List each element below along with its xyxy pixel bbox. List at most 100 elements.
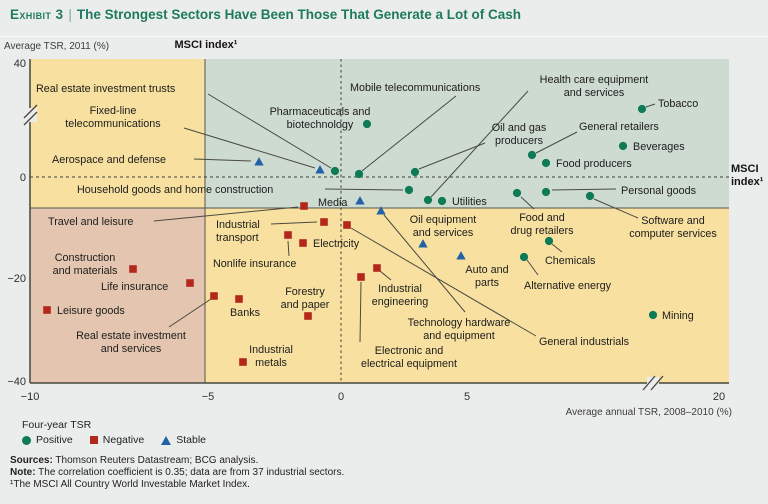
- marker-oil-and-gas-producers: [410, 167, 420, 177]
- legend: Four-year TSR Positive Negative Stable: [22, 419, 223, 446]
- leader-mobile-telecommunications: [361, 95, 457, 172]
- sector-label-alternative-energy: Alternative energy: [524, 280, 612, 292]
- marker-industrial-engineering: [373, 264, 381, 272]
- title-divider: [0, 36, 768, 37]
- sector-label-fixed-line-telecommunications: telecommunications: [65, 118, 161, 130]
- leader-general-retailers: [535, 131, 578, 154]
- y-axis-tick: 0: [20, 172, 26, 184]
- x-axis-tick: 20: [713, 391, 725, 403]
- sector-label-food-and-drug-retailers: drug retailers: [510, 225, 574, 237]
- leader-chemicals: [551, 243, 563, 253]
- sector-label-beverages: Beverages: [633, 141, 685, 153]
- sector-label-electronic-and-electrical-equipment: electrical equipment: [361, 358, 457, 370]
- sector-label-food-and-drug-retailers: Food and: [519, 212, 565, 224]
- sector-label-oil-and-gas-producers: producers: [495, 135, 544, 147]
- legend-item-stable: Stable: [161, 434, 206, 446]
- marker-nonlife-insurance: [284, 231, 292, 239]
- marker-leisure-goods: [43, 306, 51, 314]
- sector-label-electronic-and-electrical-equipment: Electronic and: [375, 345, 443, 357]
- sector-label-mobile-telecommunications: Mobile telecommunications: [350, 82, 481, 94]
- legend-label-positive: Positive: [36, 434, 73, 446]
- y-axis-tick: −20: [7, 273, 26, 285]
- sector-label-industrial-engineering: engineering: [372, 296, 428, 308]
- sector-label-pharmaceuticals-and-biotechnology: Pharmaceuticals and: [270, 106, 371, 118]
- sector-label-software-and-computer-services: Software and: [641, 215, 705, 227]
- leader-technology-hardware-and-equipment: [383, 214, 466, 313]
- marker-electricity: [299, 239, 307, 247]
- legend-items: Positive Negative Stable: [22, 434, 223, 446]
- sector-label-forestry-and-paper: Forestry: [285, 286, 325, 298]
- x-axis-tick: −5: [202, 391, 215, 403]
- marker-household-goods-and-home-construction: [404, 185, 414, 195]
- leader-food-and-drug-retailers: [520, 196, 535, 210]
- leader-tobacco: [645, 103, 656, 108]
- sector-label-oil-and-gas-producers: Oil and gas: [492, 122, 547, 134]
- sector-label-chemicals: Chemicals: [545, 255, 596, 267]
- marker-food-and-drug-retailers: [512, 188, 522, 198]
- sector-label-oil-equipment-and-services: and services: [413, 227, 474, 239]
- legend-label-stable: Stable: [176, 434, 206, 446]
- sector-label-construction-and-materials: Construction: [55, 252, 116, 264]
- y-axis-tick: 40: [14, 58, 26, 70]
- sector-label-electricity: Electricity: [313, 238, 360, 250]
- sector-label-industrial-transport: Industrial: [216, 219, 260, 231]
- sector-label-auto-and-parts: parts: [475, 277, 500, 289]
- sector-label-industrial-metals: Industrial: [249, 344, 293, 356]
- y-axis-break-icon: [23, 111, 38, 126]
- footnotes: Sources: Thomson Reuters Datastream; BCG…: [10, 455, 344, 492]
- marker-general-retailers: [527, 150, 537, 160]
- marker-pharmaceuticals-and-biotechnology: [362, 119, 372, 129]
- msci-index-right-label: MSCI index¹: [731, 163, 763, 188]
- marker-alternative-energy: [519, 252, 529, 262]
- sector-label-industrial-engineering: Industrial: [378, 283, 422, 295]
- region-bottom-left: [30, 208, 205, 383]
- leader-nonlife-insurance: [287, 240, 290, 257]
- marker-oil-equipment-and-services: [418, 239, 428, 248]
- leader-alternative-energy: [526, 259, 539, 276]
- leader-general-industrials: [350, 227, 537, 337]
- sector-label-nonlife-insurance: Nonlife insurance: [213, 258, 296, 270]
- sources-line: Sources: Thomson Reuters Datastream; BCG…: [10, 455, 344, 467]
- leader-real-estate-investment-and-services: [168, 298, 212, 328]
- marker-utilities: [437, 196, 447, 206]
- note-label: Note:: [10, 467, 36, 479]
- sector-label-health-care-equipment-and-services: Health care equipment: [540, 74, 649, 86]
- sector-label-forestry-and-paper: and paper: [281, 299, 330, 311]
- y-axis-tick: −40: [7, 376, 26, 388]
- marker-food-producers: [541, 158, 551, 168]
- marker-real-estate-investment-and-services: [210, 292, 218, 300]
- marker-life-insurance: [186, 279, 194, 287]
- x-axis-label: Average annual TSR, 2008–2010 (%): [565, 407, 732, 418]
- region-top-right: [205, 59, 729, 208]
- exhibit-title-row: Exhibit 3 | The Strongest Sectors Have Bee…: [10, 7, 760, 22]
- leader-household-goods-and-home-construction: [324, 188, 404, 191]
- sector-label-life-insurance: Life insurance: [101, 281, 168, 293]
- leader-health-care-equipment-and-services: [430, 90, 529, 198]
- sector-label-general-retailers: General retailers: [579, 121, 659, 133]
- marker-real-estate-investment-trusts: [330, 166, 340, 176]
- marker-industrial-metals: [239, 358, 247, 366]
- sector-label-technology-hardware-and-equipment: and equipment: [423, 330, 494, 342]
- x-axis-break-icon: [650, 375, 664, 391]
- leader-personal-goods: [551, 188, 617, 191]
- leader-real-estate-investment-trusts: [207, 93, 332, 169]
- marker-health-care-equipment-and-services: [423, 195, 433, 205]
- y-axis-label: Average TSR, 2011 (%): [4, 41, 110, 52]
- sector-label-software-and-computer-services: computer services: [629, 228, 717, 240]
- square-icon: [89, 436, 98, 444]
- sector-label-industrial-metals: metals: [255, 357, 287, 369]
- exhibit-number: Exhibit 3: [10, 7, 64, 22]
- leader-fixed-line-telecommunications: [183, 127, 316, 169]
- marker-travel-and-leisure: [300, 202, 308, 210]
- marker-mobile-telecommunications: [354, 169, 364, 179]
- x-axis-tick: −10: [21, 391, 40, 403]
- circle-icon: [22, 435, 31, 445]
- sector-label-auto-and-parts: Auto and: [465, 264, 508, 276]
- sector-label-fixed-line-telecommunications: Fixed-line: [90, 105, 137, 117]
- sector-label-personal-goods: Personal goods: [621, 185, 697, 197]
- sector-label-leisure-goods: Leisure goods: [57, 305, 125, 317]
- sector-label-real-estate-investment-and-services: and services: [101, 343, 162, 355]
- marker-mining: [648, 310, 658, 320]
- sector-label-media: Media: [318, 197, 347, 209]
- marker-construction-and-materials: [129, 265, 137, 273]
